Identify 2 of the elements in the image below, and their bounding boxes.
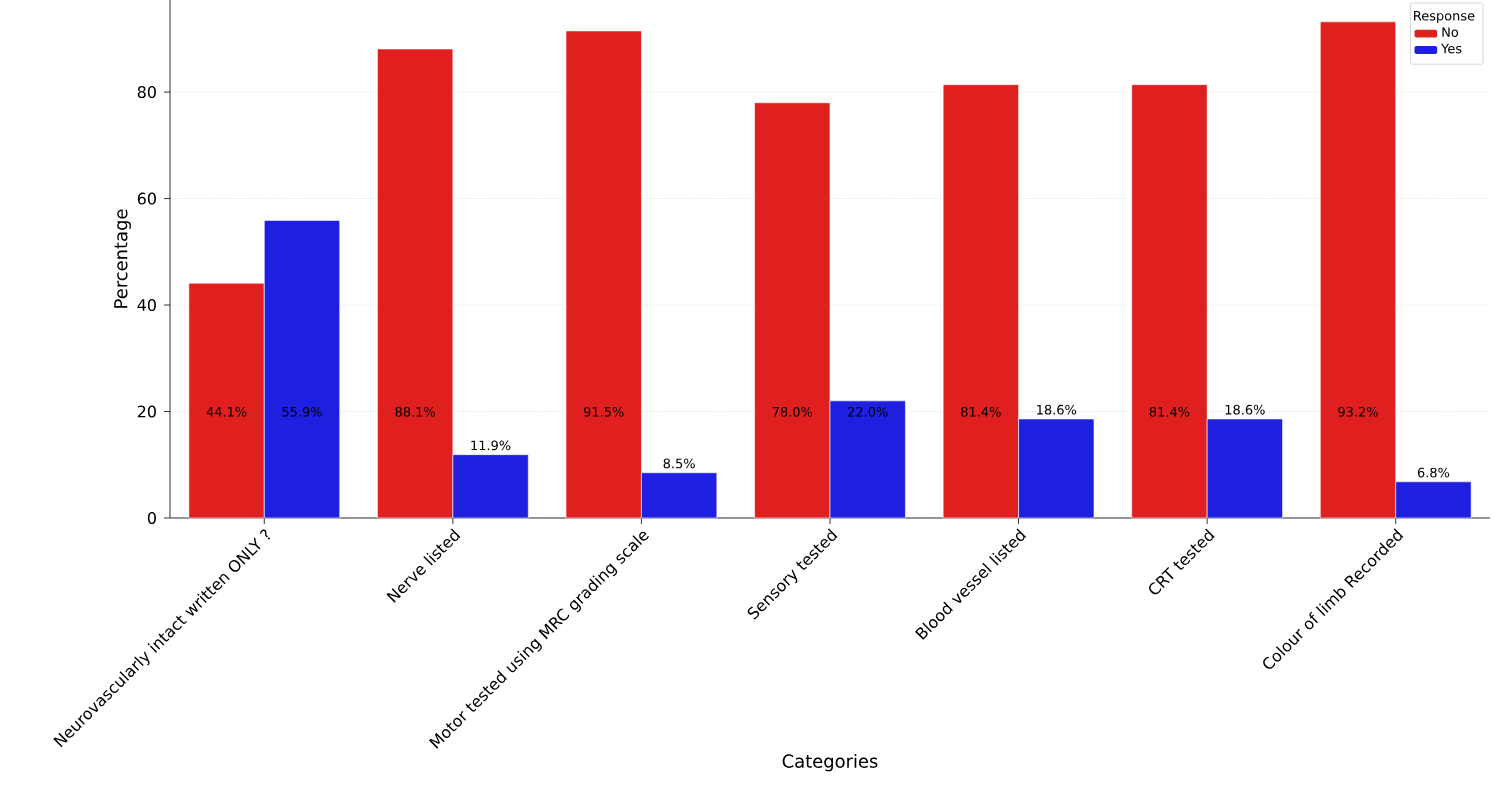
x-axis-title: Categories xyxy=(782,754,878,772)
y-axis-title: Percentage xyxy=(114,209,131,308)
